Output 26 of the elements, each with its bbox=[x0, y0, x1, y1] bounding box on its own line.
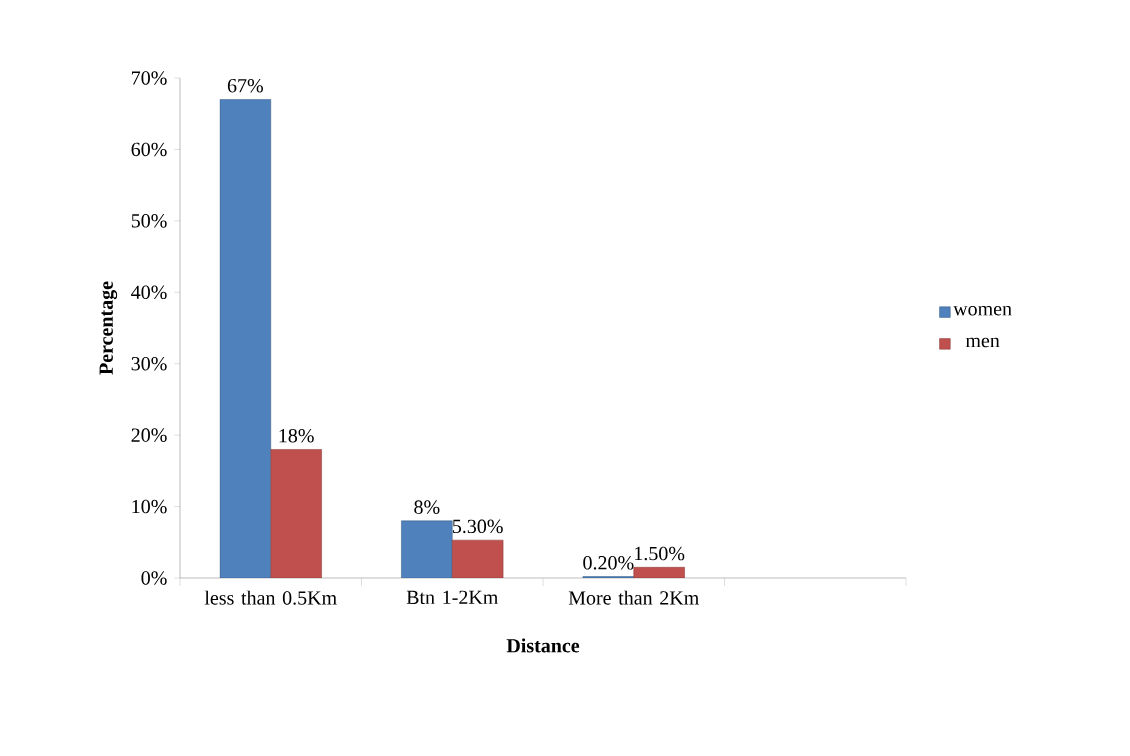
x-tick-label: More than 2Km bbox=[568, 590, 699, 605]
y-tick-label: 40% bbox=[131, 285, 167, 300]
bar bbox=[401, 520, 453, 578]
y-axis-title: Percentage bbox=[99, 281, 118, 375]
bar bbox=[219, 99, 272, 578]
legend-label: women bbox=[953, 305, 1012, 316]
data-label: 67% bbox=[227, 78, 263, 93]
data-label: 1.50% bbox=[635, 546, 685, 561]
y-tick-label: 0% bbox=[141, 571, 167, 585]
y-tick-label: 70% bbox=[132, 71, 167, 85]
y-tick-label: 30% bbox=[131, 356, 167, 371]
bar bbox=[633, 567, 685, 578]
y-tick-label: 50% bbox=[131, 214, 167, 228]
bar bbox=[451, 539, 504, 578]
y-tick-label: 60% bbox=[131, 142, 167, 157]
legend-label: men bbox=[965, 337, 1000, 348]
x-tick-label: less than 0.5Km bbox=[204, 590, 337, 605]
data-label: 18% bbox=[279, 428, 314, 443]
x-axis-title: Distance bbox=[506, 638, 580, 653]
data-label: 8% bbox=[414, 500, 440, 514]
y-tick-label: 10% bbox=[132, 499, 167, 514]
y-tick-label: 20% bbox=[131, 428, 167, 442]
bar bbox=[270, 449, 322, 578]
x-tick-label: Btn 1-2Km bbox=[406, 590, 499, 605]
data-label: 0.20% bbox=[583, 556, 634, 570]
data-label: 5.30% bbox=[453, 519, 503, 534]
